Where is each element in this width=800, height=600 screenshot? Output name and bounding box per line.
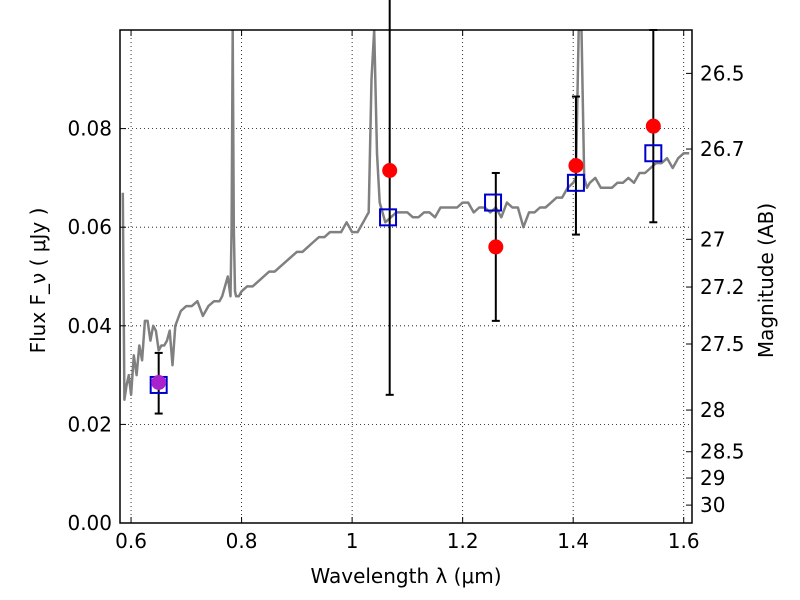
x-tick-label: 0.8: [226, 529, 258, 553]
spectrum-line: [121, 30, 690, 402]
model-flux-square: [644, 144, 663, 163]
magnitude-tick-label: 28.5: [700, 440, 745, 464]
x-tick-label: 1.2: [447, 529, 479, 553]
x-axis-ticks: 0.6 0.8 1 1.2 1.4 1.6: [115, 30, 700, 553]
y-tick-label: 0.08: [67, 117, 112, 141]
x-tick-label: 1.6: [668, 529, 700, 553]
x-tick-label: 0.6: [115, 529, 147, 553]
model-flux-markers: [149, 144, 663, 394]
magnitude-tick-label: 27: [700, 227, 725, 251]
y-tick-label: 0.02: [67, 412, 112, 436]
magnitude-tick-label: 27.5: [700, 332, 745, 356]
observed-flux-point: [488, 239, 504, 255]
y-tick-label: 0.00: [67, 511, 112, 535]
magnitude-axis-label: Magnitude (AB): [754, 203, 778, 358]
magnitude-tick-label: 27.2: [700, 275, 745, 299]
model-flux-square: [484, 193, 503, 212]
y-axis-ticks: 0.00 0.02 0.04 0.06 0.08: [67, 117, 126, 535]
plot-frame: [119, 29, 693, 524]
x-tick-label: 1.4: [557, 529, 589, 553]
model-flux-square: [566, 173, 585, 192]
grid-lines: [120, 30, 692, 523]
observed-flux-point: [151, 374, 167, 390]
observed-flux-point: [645, 118, 661, 134]
y-tick-label: 0.04: [67, 314, 112, 338]
magnitude-tick-label: 28: [700, 398, 725, 422]
magnitude-tick-label: 30: [700, 493, 725, 517]
magnitude-tick-label: 26.5: [700, 61, 745, 85]
magnitude-tick-label: 26.7: [700, 137, 745, 161]
observed-flux-markers: [151, 118, 661, 390]
observed-flux-point: [382, 163, 398, 179]
model-flux-square: [379, 208, 398, 227]
x-axis-label: Wavelength λ (μm): [310, 564, 501, 588]
magnitude-tick-label: 29: [700, 466, 725, 490]
magnitude-axis-ticks: 26.5 26.7 27 27.2 27.5 28 28.529 30: [686, 61, 745, 517]
model-spectrum: [121, 30, 690, 402]
x-tick-label: 1: [346, 529, 359, 553]
y-axis-label: Flux F_ν ( μJy ): [26, 208, 50, 354]
y-tick-label: 0.06: [67, 215, 112, 239]
observed-flux-point: [568, 158, 584, 174]
